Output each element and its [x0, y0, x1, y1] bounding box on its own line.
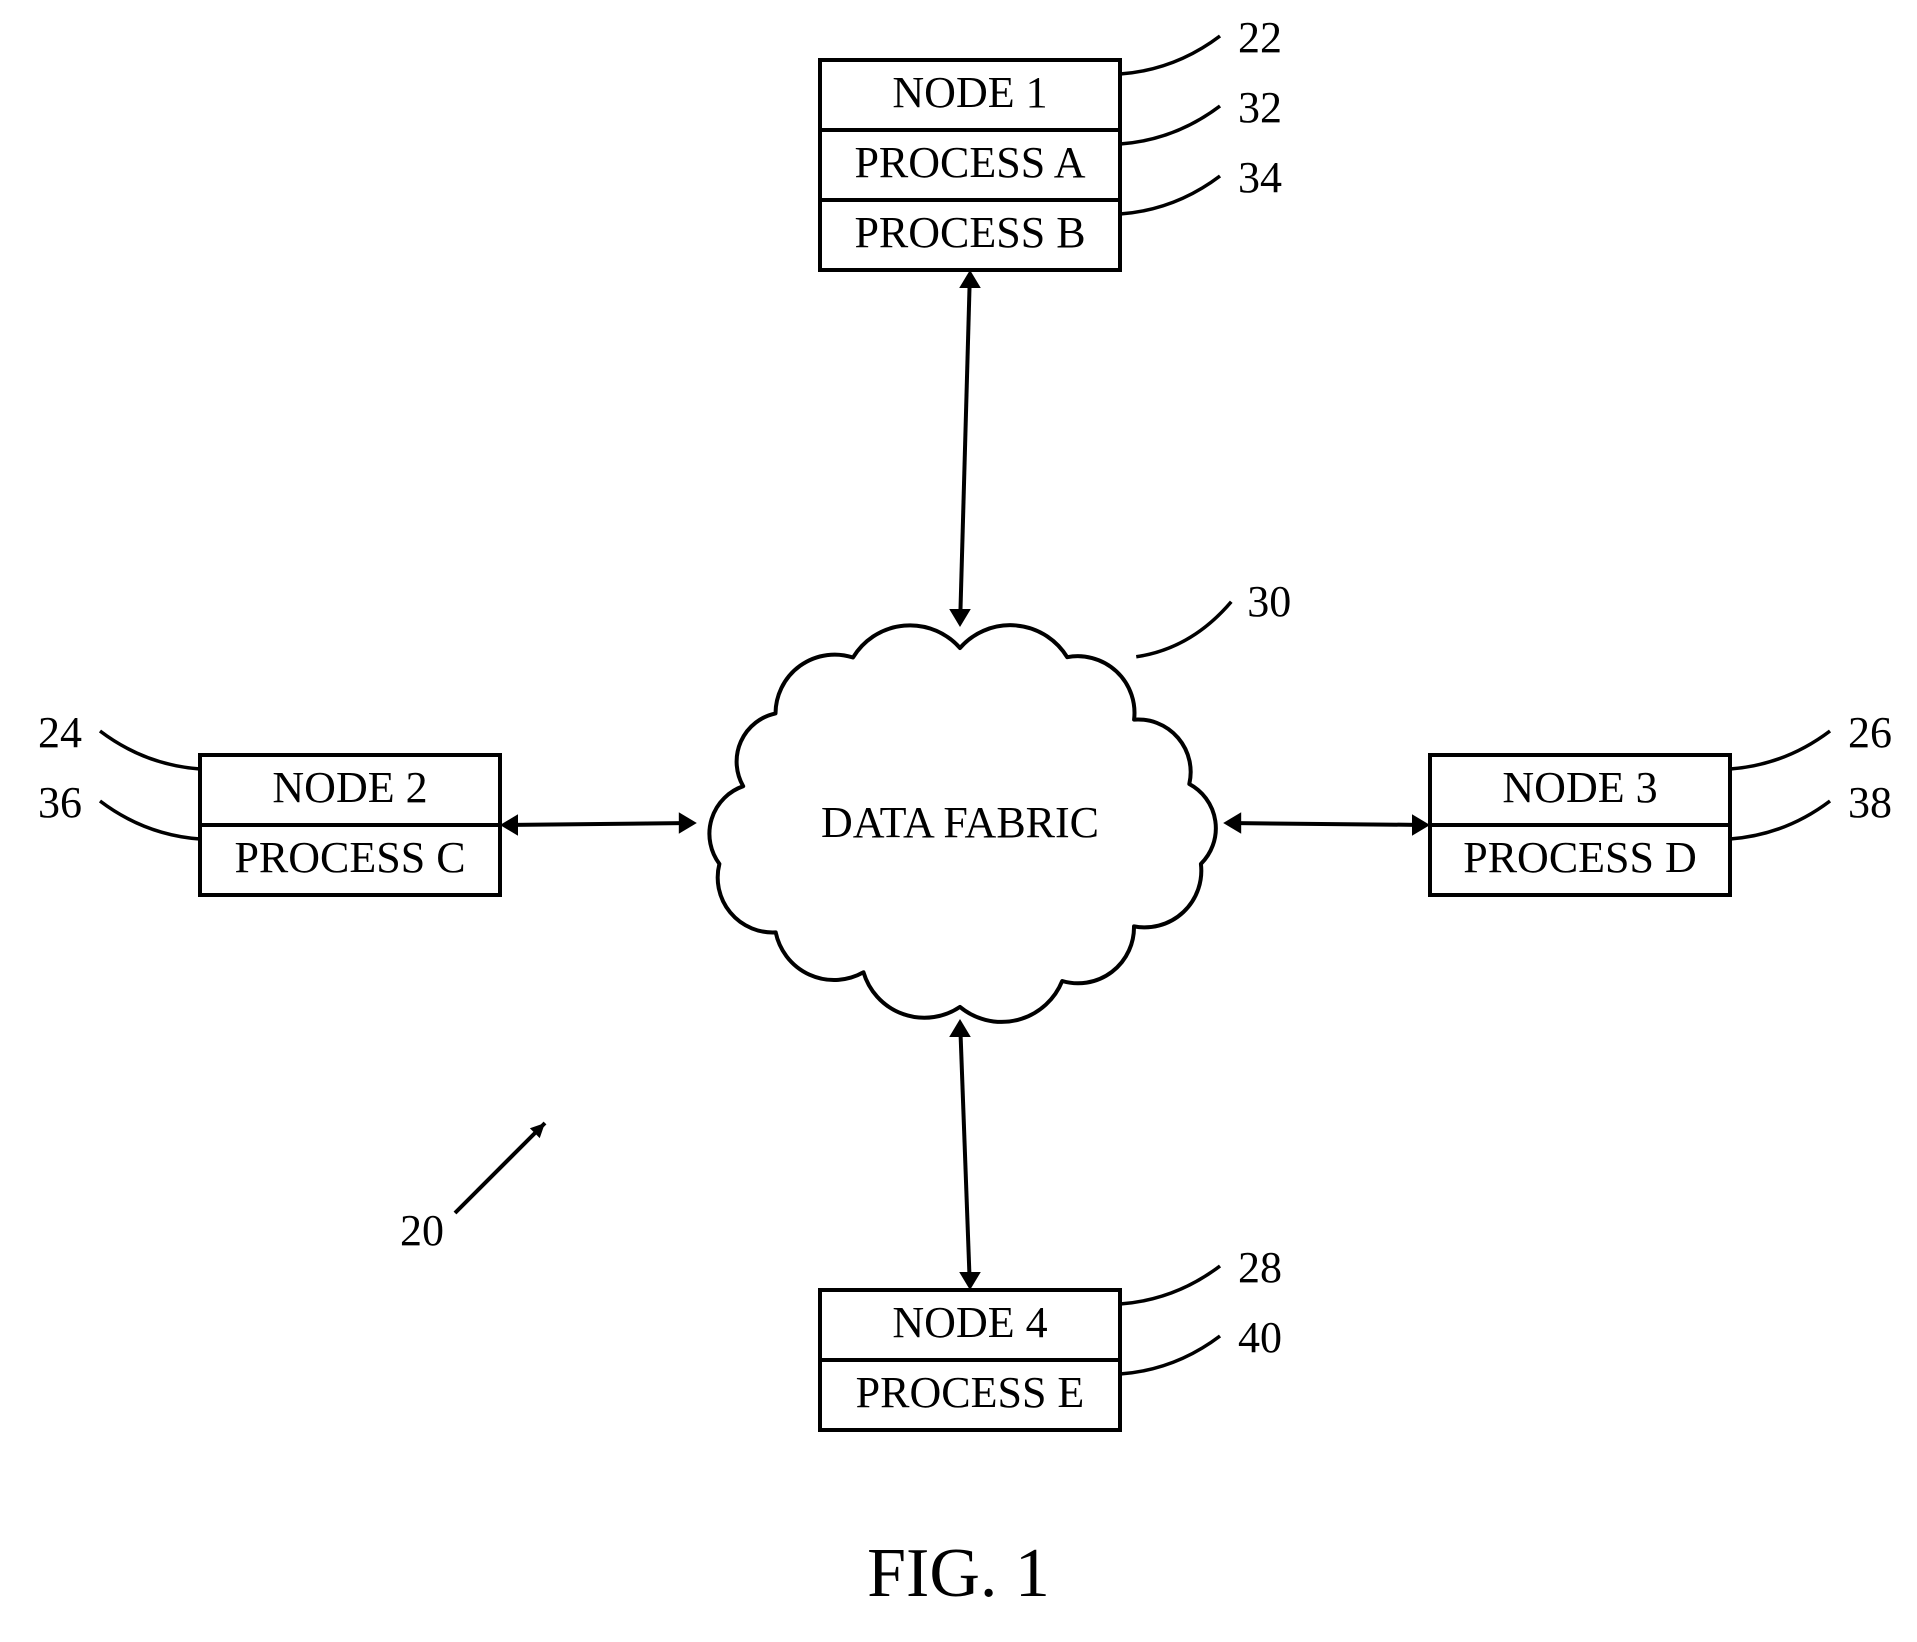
cloud-label: DATA FABRIC: [821, 798, 1099, 847]
leader-node3-1: [1730, 801, 1830, 839]
node3-row-0-text: NODE 3: [1502, 763, 1657, 812]
node1-row-0-text: NODE 1: [892, 68, 1047, 117]
edge-node2-line: [516, 823, 681, 825]
edge-node2-head-b: [679, 812, 697, 834]
leader-node2-1: [100, 801, 200, 839]
diagram-canvas: DATA FABRIC NODE 1 PROCESS A PROCESS B NODE…: [0, 0, 1917, 1642]
leader-node4-1: [1120, 1336, 1220, 1374]
leader-cloud: [1136, 602, 1231, 657]
leader-node2-0: [100, 731, 200, 769]
edge-node1-head-a: [959, 270, 981, 288]
edge-node4-head-b: [949, 1019, 971, 1037]
edge-node2-head-a: [500, 814, 518, 836]
node4-row-0-text: NODE 4: [892, 1298, 1047, 1347]
overall-ref: 20: [400, 1206, 444, 1255]
node1-row-1-text: PROCESS A: [854, 138, 1085, 187]
node2-row-1-text: PROCESS C: [234, 833, 465, 882]
node2-row-0-text: NODE 2: [272, 763, 427, 812]
edge-node3-head-b: [1223, 812, 1241, 834]
ref-node3-1: 38: [1848, 778, 1892, 827]
leader-node1-2: [1120, 176, 1220, 214]
leader-node3-0: [1730, 731, 1830, 769]
leader-node1-0: [1120, 36, 1220, 74]
ref-node2-1: 36: [38, 778, 82, 827]
ref-node1-2: 34: [1238, 153, 1282, 202]
edge-node4-line: [961, 1035, 970, 1274]
node1-row-2-text: PROCESS B: [854, 208, 1085, 257]
leader-node4-0: [1120, 1266, 1220, 1304]
edge-node1-line: [960, 286, 969, 611]
ref-node4-1: 40: [1238, 1313, 1282, 1362]
ref-node4-0: 28: [1238, 1243, 1282, 1292]
node3-row-1-text: PROCESS D: [1463, 833, 1697, 882]
leader-node1-1: [1120, 106, 1220, 144]
ref-node1-0: 22: [1238, 13, 1282, 62]
ref-node2-0: 24: [38, 708, 82, 757]
edge-node4-head-a: [959, 1272, 981, 1290]
edge-node3-head-a: [1412, 814, 1430, 836]
ref-cloud: 30: [1247, 577, 1291, 626]
ref-node3-0: 26: [1848, 708, 1892, 757]
edge-node1-head-b: [949, 609, 971, 627]
figure-caption: FIG. 1: [867, 1535, 1050, 1612]
edge-node3-line: [1239, 823, 1414, 825]
overall-ref-arrow: [455, 1123, 545, 1213]
ref-node1-1: 32: [1238, 83, 1282, 132]
node4-row-1-text: PROCESS E: [856, 1368, 1085, 1417]
